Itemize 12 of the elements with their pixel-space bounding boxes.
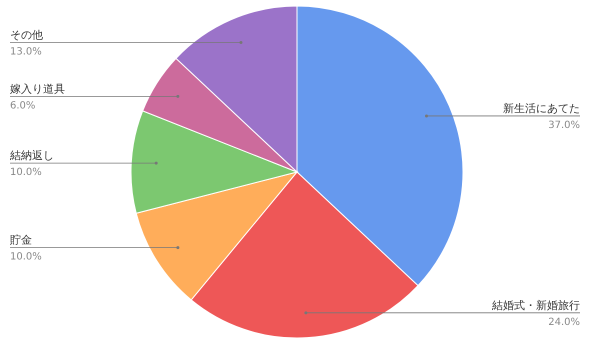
data-label: 37.0% [548, 120, 580, 131]
slice-label: 新生活にあてた [503, 102, 580, 115]
data-label: 10.0% [10, 167, 42, 178]
slice-label: 嫁入り道具 [10, 82, 65, 96]
slice-label: 結婚式・新婚旅行 [491, 298, 580, 312]
data-label: 24.0% [548, 316, 580, 328]
slice-label: その他 [10, 28, 43, 42]
data-label: 6.0% [10, 100, 36, 112]
slice-label: 貯金 [10, 234, 32, 247]
data-label: 10.0% [10, 252, 42, 263]
data-label: 13.0% [10, 46, 42, 58]
slice-label: 結納返し [9, 149, 54, 162]
